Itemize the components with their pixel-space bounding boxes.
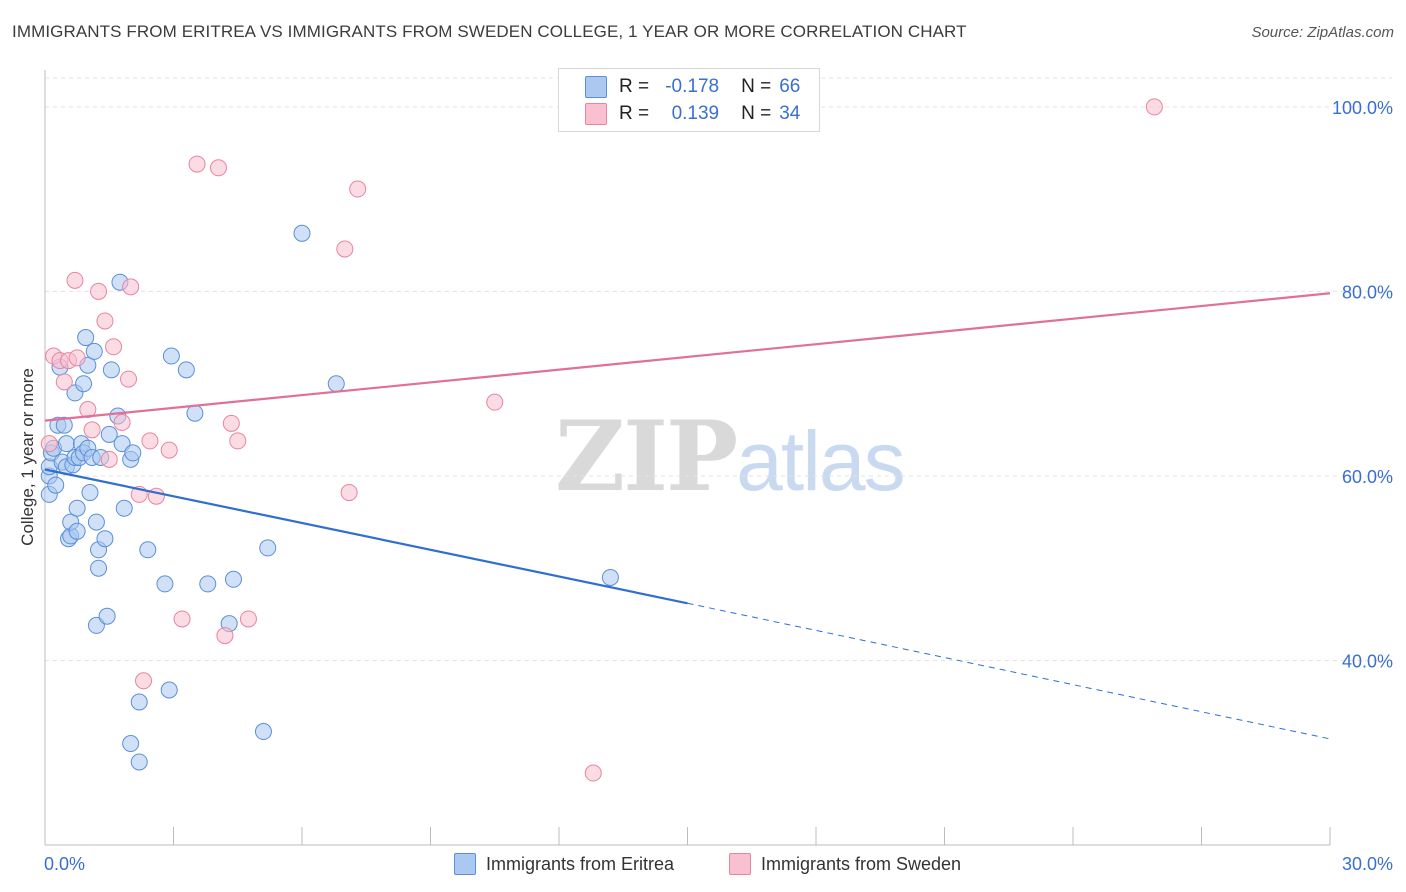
legend-row-sweden: R = 0.139 N = 34 [585, 102, 800, 126]
watermark-zip: ZIP [555, 400, 738, 513]
eritrea-point [68, 499, 86, 517]
sweden-point [239, 610, 257, 628]
sweden-point [55, 373, 73, 391]
eritrea-trend-line [44, 468, 688, 605]
eritrea-point [139, 541, 157, 559]
legend-r-value: 0.139 [671, 103, 720, 124]
eritrea-point [130, 753, 148, 771]
legend-r-label: R = [619, 103, 650, 124]
legend-n-label: N = [741, 103, 772, 124]
eritrea-point [75, 375, 93, 393]
bottom-legend-eritrea: Immigrants from Eritrea [454, 852, 674, 876]
y-tick-label: 40.0% [1342, 651, 1393, 671]
eritrea-point [327, 375, 345, 393]
sweden-point [90, 282, 108, 300]
eritrea-point [55, 416, 73, 434]
sweden-point [209, 159, 227, 177]
sweden-point [40, 435, 58, 453]
eritrea-point [98, 607, 116, 625]
sweden-point [160, 441, 178, 459]
sweden-point [122, 278, 140, 296]
legend-r-value: -0.178 [665, 76, 720, 97]
bottom-legend-label-sweden: Immigrants from Sweden [761, 853, 962, 874]
chart-title: IMMIGRANTS FROM ERITREA VS IMMIGRANTS FR… [12, 22, 967, 41]
eritrea-trend-extension [687, 602, 1331, 740]
eritrea-point [85, 342, 103, 360]
legend-row-eritrea: R = -0.178 N = 66 [585, 75, 800, 99]
sweden-point [105, 338, 123, 356]
sweden-point [79, 401, 97, 419]
legend-n-value: 34 [779, 103, 801, 124]
y-tick-label: 60.0% [1342, 467, 1393, 487]
eritrea-point [199, 575, 217, 593]
sweden-point [113, 413, 131, 431]
bottom-legend-swatch-sweden [729, 853, 751, 875]
sweden-point [222, 414, 240, 432]
sweden-point [66, 271, 84, 289]
eritrea-point [177, 361, 195, 379]
sweden-point [1145, 98, 1163, 116]
sweden-point [229, 432, 247, 450]
watermark: ZIPatlas [555, 400, 906, 513]
eritrea-point [100, 425, 118, 443]
eritrea-point [186, 404, 204, 422]
sweden-point [135, 672, 153, 690]
watermark-atlas: atlas [736, 414, 905, 508]
eritrea-point [160, 681, 178, 699]
legend-n-value: 66 [779, 76, 801, 97]
eritrea-point [68, 522, 86, 540]
sweden-point [100, 450, 118, 468]
eritrea-point [47, 476, 65, 494]
sweden-point [336, 240, 354, 258]
legend-swatch-eritrea [585, 76, 607, 98]
eritrea-point [81, 484, 99, 502]
sweden-point [141, 432, 159, 450]
eritrea-point [224, 570, 242, 588]
eritrea-point [124, 444, 142, 462]
sweden-point [96, 312, 114, 330]
sweden-point [173, 610, 191, 628]
legend-r-label: R = [619, 76, 650, 97]
eritrea-point [87, 616, 105, 634]
eritrea-point [259, 539, 277, 557]
stats-legend: R = -0.178 N = 66 R = 0.139 N = 34 [558, 68, 820, 132]
sweden-point [340, 484, 358, 502]
sweden-trend-line [44, 292, 1331, 422]
sweden-point [83, 421, 101, 439]
sweden-point [216, 627, 234, 645]
eritrea-point [130, 693, 148, 711]
legend-n-label: N = [741, 76, 772, 97]
eritrea-point [90, 559, 108, 577]
eritrea-point [102, 361, 120, 379]
sweden-point [120, 370, 138, 388]
legend-swatch-sweden [585, 103, 607, 125]
eritrea-point [77, 329, 95, 347]
eritrea-point [254, 723, 272, 741]
x-tick-label: 30.0% [1342, 854, 1393, 874]
eritrea-point [293, 224, 311, 242]
source-credit: Source: ZipAtlas.com [1251, 24, 1394, 41]
eritrea-point [96, 530, 114, 548]
eritrea-point [113, 435, 131, 453]
y-tick-label: 80.0% [1342, 282, 1393, 302]
sweden-point [584, 764, 602, 782]
eritrea-point [601, 568, 619, 586]
bottom-legend-sweden: Immigrants from Sweden [729, 852, 961, 876]
eritrea-point [87, 513, 105, 531]
eritrea-point [122, 735, 140, 753]
bottom-legend-swatch-eritrea [454, 853, 476, 875]
eritrea-point [156, 575, 174, 593]
eritrea-point [115, 499, 133, 517]
eritrea-point [57, 435, 75, 453]
sweden-point [188, 155, 206, 173]
eritrea-point [162, 347, 180, 365]
sweden-point [68, 349, 86, 367]
sweden-point [486, 393, 504, 411]
y-tick-label: 100.0% [1332, 98, 1393, 118]
sweden-point [349, 180, 367, 198]
x-tick-label: 0.0% [44, 854, 85, 874]
bottom-legend-label-eritrea: Immigrants from Eritrea [486, 853, 675, 874]
